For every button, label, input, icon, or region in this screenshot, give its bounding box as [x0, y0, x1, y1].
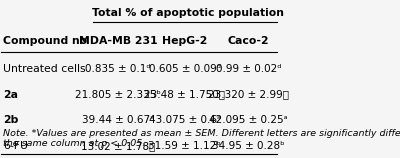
Text: 0.605 ± 0.09ᵈ: 0.605 ± 0.09ᵈ [149, 64, 221, 74]
Text: 34.95 ± 0.28ᵇ: 34.95 ± 0.28ᵇ [212, 141, 284, 151]
Text: Note. *Values are presented as mean ± SEM. Different letters are significantly d: Note. *Values are presented as mean ± SE… [4, 128, 400, 148]
Text: 2b: 2b [4, 115, 19, 125]
Text: 43.075 ± 0.6ᵃ: 43.075 ± 0.6ᵃ [149, 115, 221, 125]
Text: 23.48 ± 1.750ၣ: 23.48 ± 1.750ၣ [144, 90, 225, 100]
Text: Compound no: Compound no [4, 36, 88, 46]
Text: 31.59 ± 1.12ᵇ: 31.59 ± 1.12ᵇ [148, 141, 221, 151]
Text: Caco-2: Caco-2 [228, 36, 269, 46]
Text: 21.805 ± 2.335ᵇ: 21.805 ± 2.335ᵇ [75, 90, 161, 100]
Text: 13.02 ± 1.78ၣ: 13.02 ± 1.78ၣ [81, 141, 156, 151]
Text: HepG-2: HepG-2 [162, 36, 207, 46]
Text: 2a: 2a [4, 90, 18, 100]
Text: 42.095 ± 0.25ᵃ: 42.095 ± 0.25ᵃ [209, 115, 288, 125]
Text: Total % of apoptotic population: Total % of apoptotic population [92, 8, 284, 18]
Text: 23.320 ± 2.99ၣ: 23.320 ± 2.99ၣ [208, 90, 289, 100]
Text: Untreated cells: Untreated cells [4, 64, 86, 74]
Text: 39.44 ± 0.67ᵃ: 39.44 ± 0.67ᵃ [82, 115, 154, 125]
Text: 0.99 ± 0.02ᵈ: 0.99 ± 0.02ᵈ [216, 64, 281, 74]
Text: MDA-MB 231: MDA-MB 231 [79, 36, 158, 46]
Text: 6-FU: 6-FU [4, 141, 28, 151]
Text: 0.835 ± 0.1ᵈ: 0.835 ± 0.1ᵈ [86, 64, 151, 74]
